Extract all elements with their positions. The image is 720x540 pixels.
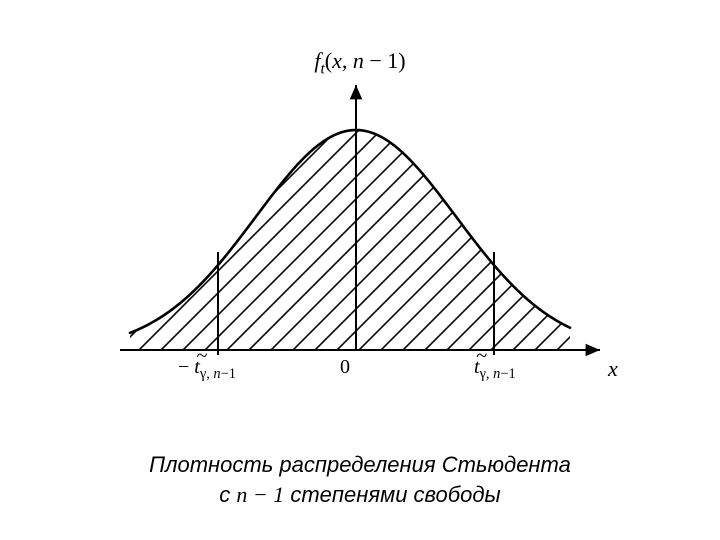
caption-line2-prefix: с [219,482,236,507]
origin-label: 0 [340,356,350,379]
caption-line1: Плотность распределения Стьюдента [0,450,720,480]
right-tick-label: ~tγ, n−1 [474,356,516,383]
curve-title-label: ft(x, n − 1) [0,48,720,78]
left-tick-label: − ~tγ, n−1 [178,356,236,383]
figure-stage: ft(x, n − 1) 0 x − ~tγ, n−1 ~tγ, n−1 Пло… [0,0,720,540]
caption-line2-math: n − 1 [236,482,284,507]
caption-line2: с n − 1 степенями свободы [0,480,720,510]
figure-caption: Плотность распределения Стьюдента с n − … [0,450,720,509]
x-axis-label: x [608,356,618,382]
caption-line2-suffix: степенями свободы [284,482,501,507]
